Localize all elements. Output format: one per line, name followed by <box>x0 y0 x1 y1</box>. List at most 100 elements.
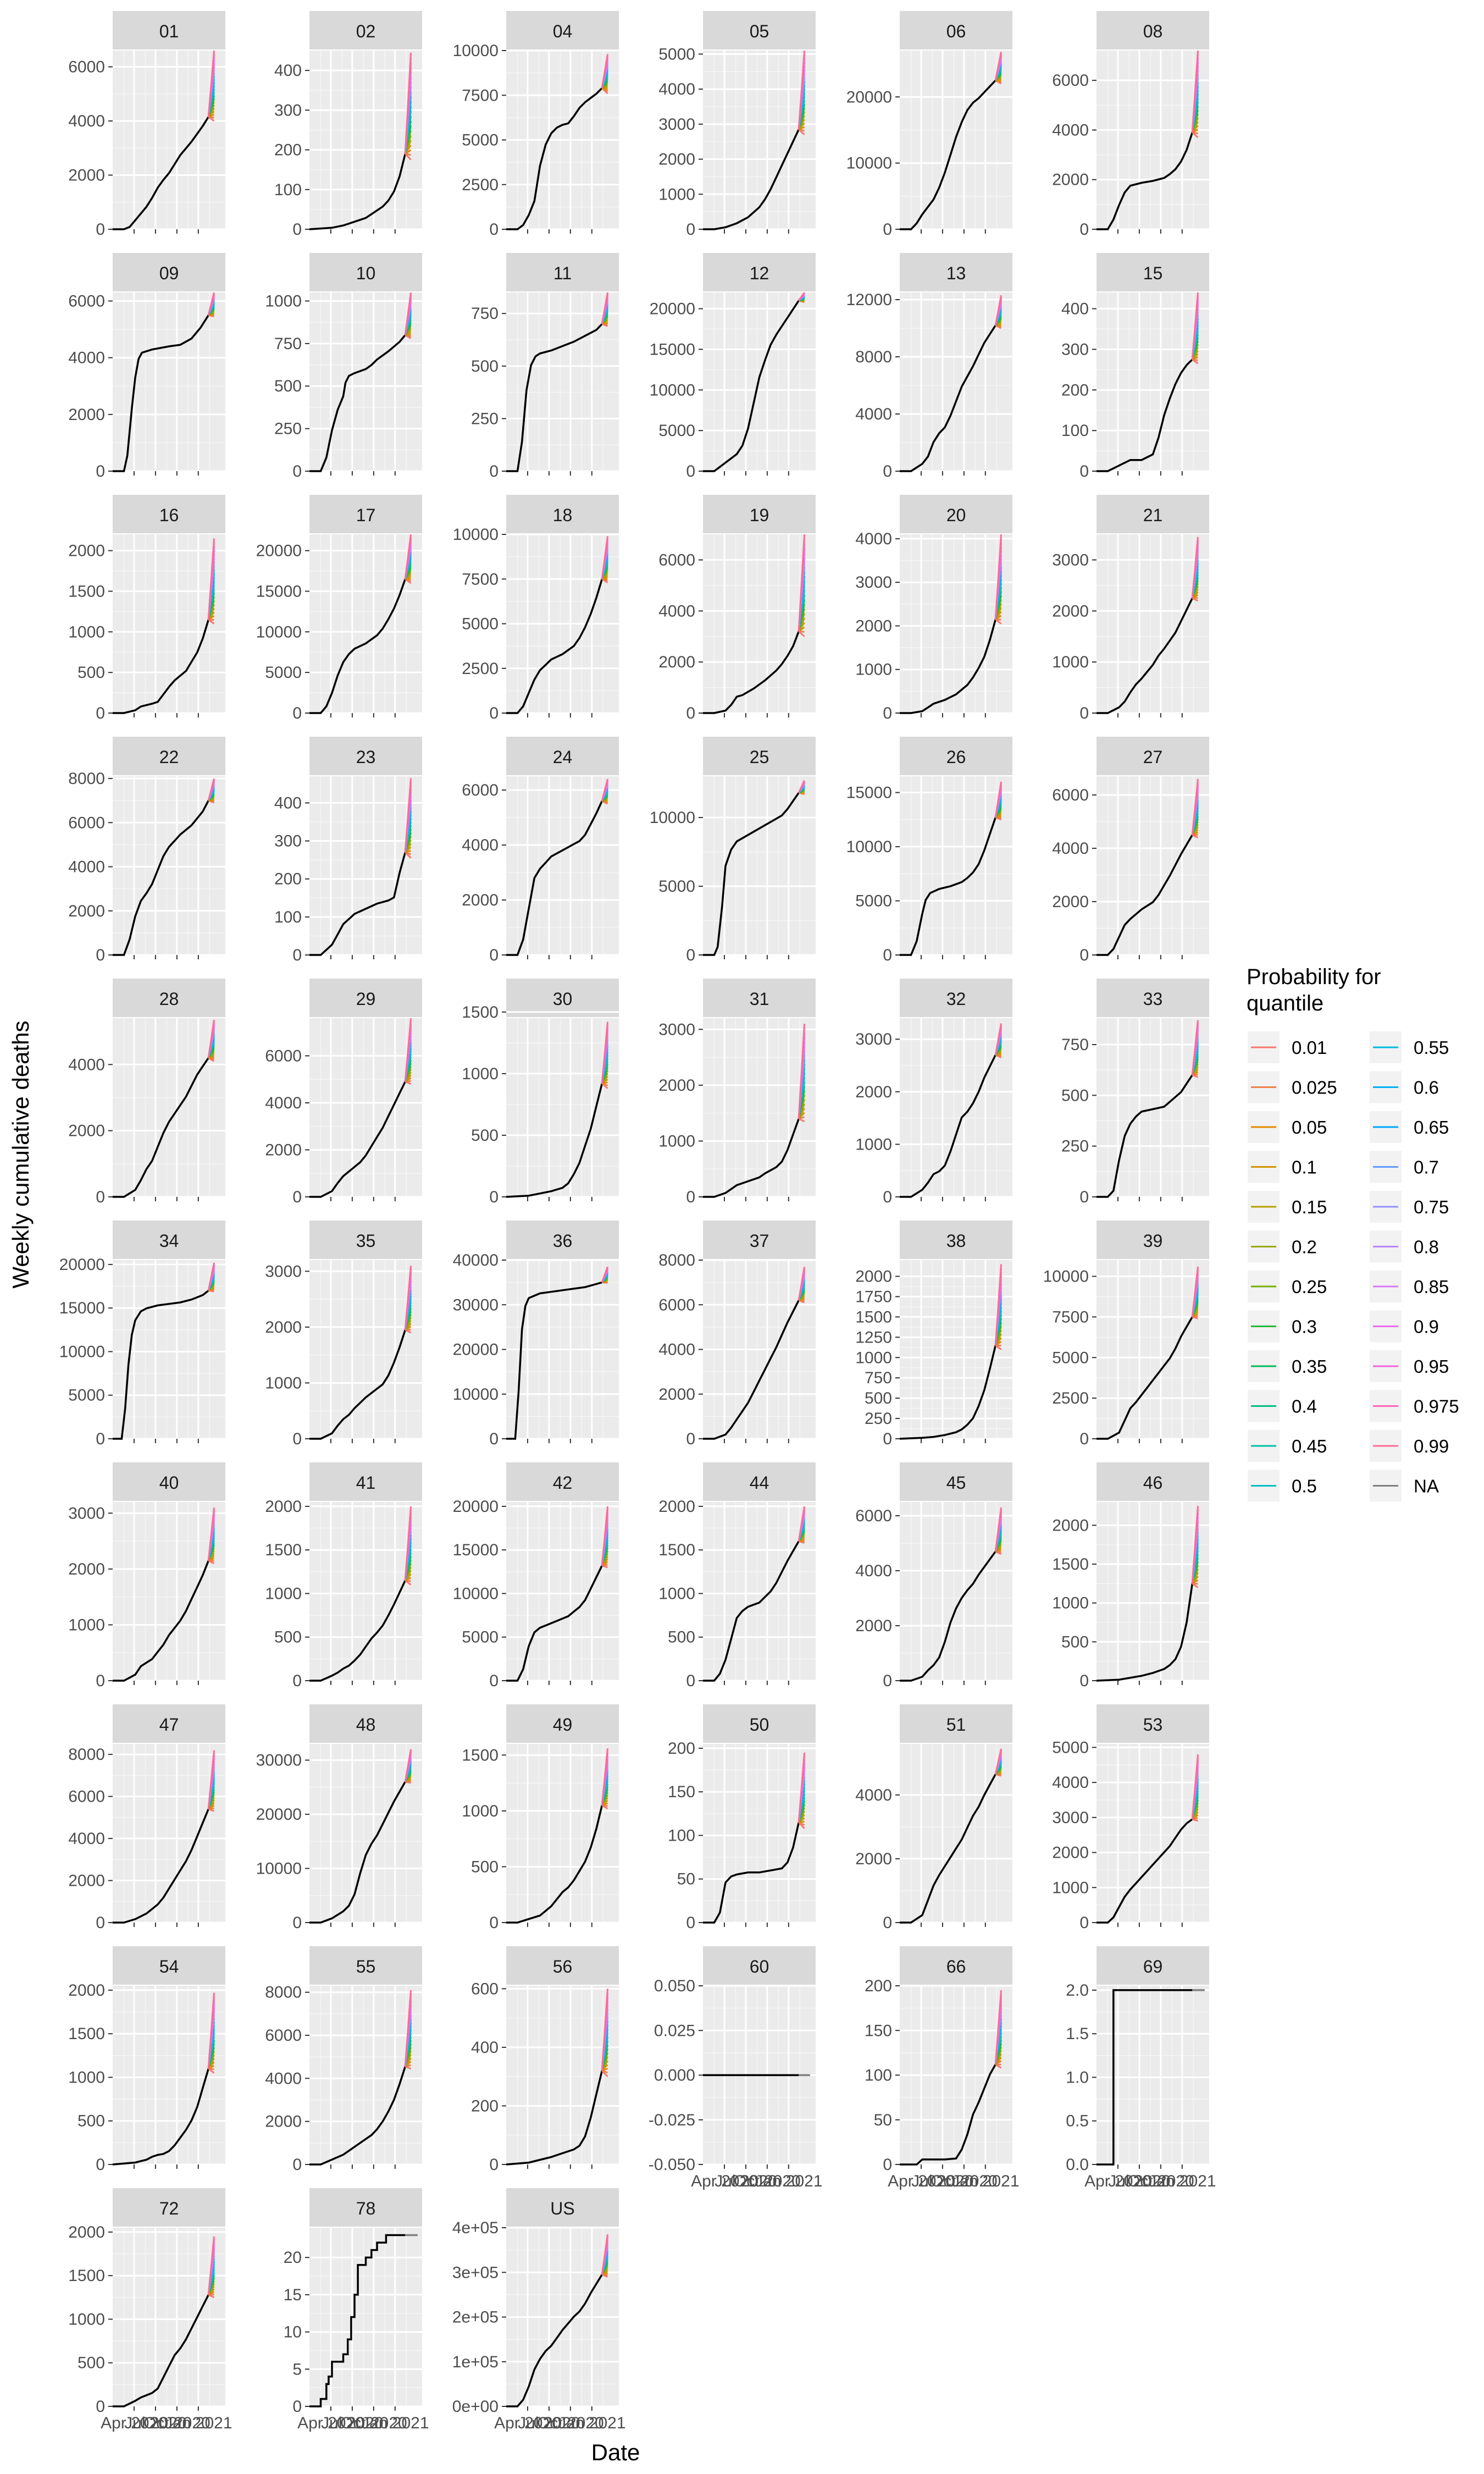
observed-line <box>506 87 603 230</box>
observed-line <box>703 631 800 714</box>
y-tick-label: 500 <box>274 377 302 395</box>
panel-background <box>1097 51 1209 229</box>
observed-line <box>1097 834 1193 956</box>
y-tick-label: 0 <box>292 1914 302 1932</box>
facet-strip <box>506 253 619 291</box>
panel-background <box>703 776 816 955</box>
facet-strip <box>113 1704 225 1743</box>
y-tick-label: 500 <box>77 2112 105 2130</box>
legend-entry: 0.65 <box>1370 1111 1449 1143</box>
quantile-line <box>798 292 805 301</box>
facet-strip <box>1097 1704 1209 1743</box>
facet-strip <box>113 1946 225 1985</box>
y-tick-label: 0 <box>1079 462 1089 481</box>
quantile-line <box>798 1506 805 1542</box>
y-tick-label: 4000 <box>658 80 695 98</box>
x-tick-label: Jan 2021 <box>755 2172 822 2190</box>
quantile-line <box>994 781 1002 818</box>
y-tick-label: 2000 <box>658 1076 695 1095</box>
y-tick-label: 0.0 <box>1066 2156 1089 2174</box>
y-tick-label: 0 <box>96 462 105 481</box>
facet-strip <box>506 1946 619 1985</box>
facet-strip <box>309 495 422 533</box>
quantile-line <box>994 1990 1002 2065</box>
y-tick-label: 0 <box>883 946 892 964</box>
y-tick-label: 250 <box>274 420 302 438</box>
facet-strip-label: 10 <box>356 263 376 283</box>
y-tick-label: 5000 <box>658 45 695 63</box>
panel-background <box>309 534 422 713</box>
legend-label: 0.7 <box>1414 1157 1439 1178</box>
facet-strip-label: 17 <box>356 505 376 525</box>
facet-panel-35: 35 0 1000 2000 3000 <box>265 1221 422 1448</box>
facet-strip <box>113 2188 225 2227</box>
facet-panel-09: 09 0 2000 4000 6000 <box>68 253 225 481</box>
legend-entry: 0.1 <box>1248 1151 1317 1183</box>
panel-background <box>1097 534 1209 713</box>
facet-strip-label: 04 <box>553 21 573 41</box>
y-tick-label: 100 <box>274 908 302 926</box>
legend-label: 0.9 <box>1414 1317 1439 1337</box>
quantile-line <box>798 1024 805 1119</box>
quantile-line <box>207 1992 215 2069</box>
y-tick-label: 2000 <box>855 1850 892 1868</box>
y-tick-label: 2000 <box>1052 1516 1089 1534</box>
y-tick-label: 3000 <box>265 1262 302 1280</box>
y-tick-label: 1500 <box>462 1003 499 1021</box>
y-tick-label: 3000 <box>1052 551 1089 569</box>
x-tick-label: Oct 2020 <box>143 2414 211 2432</box>
facet-strip-label: 31 <box>750 989 769 1009</box>
legend-title-line-1: Probability for <box>1247 965 1381 989</box>
y-tick-label: 0 <box>883 1672 892 1690</box>
facet-strip <box>703 1462 816 1501</box>
panel-background <box>900 1502 1012 1681</box>
quantile-line <box>207 778 215 801</box>
facet-strip <box>1097 253 1209 291</box>
observed-line <box>309 1580 406 1682</box>
y-tick-label: 2000 <box>855 1268 892 1286</box>
facet-panel-08: 08 0 2000 4000 6000 <box>1052 11 1209 239</box>
facet-panel-44: 44 0 500 1000 1500 2000 <box>658 1462 816 1690</box>
y-tick-label: 1500 <box>658 1541 695 1559</box>
y-tick-label: 2000 <box>68 2223 105 2241</box>
quantile-line <box>601 1266 608 1283</box>
y-tick-label: 1000 <box>68 2068 105 2086</box>
y-tick-label: 2000 <box>1052 171 1089 189</box>
quantile-line <box>404 1266 412 1330</box>
facet-panel-32: 32 0 1000 2000 3000 <box>855 979 1012 1206</box>
y-tick-label: 4000 <box>68 112 105 130</box>
y-tick-label: 150 <box>865 2022 892 2040</box>
y-tick-label: 500 <box>1061 1086 1089 1105</box>
panel-background <box>1097 1502 1209 1681</box>
facet-strip-label: 20 <box>946 505 966 525</box>
facet-strip <box>309 2188 422 2227</box>
panel-background <box>1097 1260 1209 1439</box>
facet-strip-label: 34 <box>159 1231 179 1251</box>
y-tick-label: 200 <box>865 1977 892 1995</box>
facet-panel-31: 31 0 1000 2000 3000 <box>658 979 816 1206</box>
y-tick-label: 500 <box>471 1858 499 1876</box>
y-tick-label: 600 <box>471 1980 499 1998</box>
y-tick-label: 750 <box>1061 1036 1089 1054</box>
y-tick-label: 0 <box>883 462 892 481</box>
quantile-line <box>798 1266 805 1301</box>
y-tick-label: 100 <box>865 2067 892 2085</box>
x-tick-label: Jan 2021 <box>558 2414 625 2432</box>
y-tick-label: 4000 <box>68 1830 105 1848</box>
y-tick-label: 400 <box>274 794 302 812</box>
y-tick-label: 0 <box>686 220 695 239</box>
y-tick-label: 5000 <box>462 131 499 150</box>
facet-panel-06: 06 0 10000 20000 <box>846 11 1012 239</box>
y-tick-label: 0 <box>883 2156 892 2174</box>
y-tick-label: 0 <box>292 1430 302 1448</box>
y-tick-label: 1000 <box>658 185 695 203</box>
panel-background <box>703 1502 816 1681</box>
observed-line <box>113 2294 209 2407</box>
facet-panel-30: 30 0 500 1000 1500 <box>462 979 619 1206</box>
y-tick-label: 6000 <box>68 58 105 76</box>
facet-panel-10: 10 0 250 500 750 1000 <box>265 253 422 481</box>
observed-line <box>309 852 406 956</box>
y-tick-label: 0 <box>96 1914 105 1932</box>
facet-panel-51: 51 0 2000 4000 <box>855 1704 1012 1932</box>
facet-strip-label: 02 <box>356 21 376 41</box>
